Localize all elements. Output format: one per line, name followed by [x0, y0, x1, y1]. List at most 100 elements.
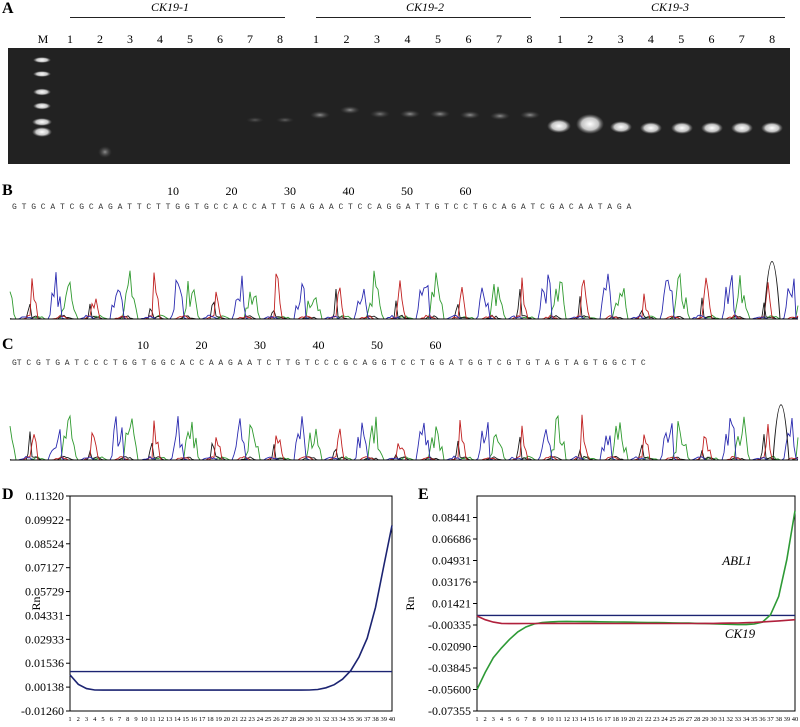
- x-tick-label: 22: [240, 716, 247, 723]
- x-tick-label: 19: [215, 716, 222, 723]
- y-tick-label: -0.03845: [428, 661, 471, 675]
- x-tick-label: 30: [306, 716, 313, 723]
- x-tick-label: 17: [604, 716, 611, 723]
- ruler-tick: 30: [284, 184, 296, 198]
- x-tick-label: 17: [199, 716, 206, 723]
- ruler-tick: 20: [196, 338, 208, 352]
- x-tick-label: 39: [380, 716, 387, 723]
- x-tick-label: 22: [645, 716, 652, 723]
- sequence-c: GT C G T G A T C C C T G G T G G C A C C…: [12, 359, 646, 368]
- lane-label: 4: [404, 32, 411, 46]
- x-tick-label: 35: [347, 716, 354, 723]
- x-tick-label: 6: [516, 716, 520, 723]
- y-axis-label: Rn: [403, 596, 417, 610]
- x-tick-label: 7: [524, 716, 528, 723]
- lane-label: 2: [97, 32, 103, 46]
- x-tick-label: 21: [637, 716, 644, 723]
- ruler-b: 10 20 30 40 50 60: [167, 184, 472, 198]
- ruler-tick: 40: [313, 338, 325, 352]
- series-line: [476, 510, 796, 690]
- x-tick-label: 35: [751, 716, 758, 723]
- group-line-ck19-1: [70, 17, 285, 18]
- series-line: [476, 615, 796, 625]
- x-tick-label: 32: [727, 716, 734, 723]
- group-line-ck19-2: [316, 17, 531, 18]
- x-tick-label: 8: [532, 716, 535, 723]
- x-tick-label: 15: [182, 716, 189, 723]
- lane-label: 3: [127, 32, 133, 46]
- x-tick-label: 15: [588, 716, 595, 723]
- x-tick-label: 14: [580, 716, 587, 723]
- x-tick-label: 40: [792, 716, 799, 723]
- x-tick-label: 38: [775, 716, 782, 723]
- x-tick-label: 31: [314, 716, 321, 723]
- lane-label: 1: [557, 32, 563, 46]
- x-tick-label: 28: [694, 716, 701, 723]
- x-tick-label: 34: [339, 716, 346, 723]
- x-tick-label: 23: [653, 716, 660, 723]
- x-tick-label: 13: [166, 716, 173, 723]
- x-tick-label: 25: [669, 716, 676, 723]
- bands-ck19-3: [547, 114, 783, 134]
- x-tick-label: 32: [323, 716, 330, 723]
- trace-line: [10, 414, 799, 461]
- x-tick-label: 11: [555, 716, 561, 723]
- x-tick-label: 38: [372, 716, 379, 723]
- panel-d-label: D: [2, 486, 14, 503]
- trace-line: [10, 416, 799, 461]
- ruler-tick: 60: [430, 338, 442, 352]
- ruler-tick: 10: [137, 338, 149, 352]
- x-tick-label: 29: [298, 716, 305, 723]
- panel-b-label: B: [2, 182, 13, 199]
- y-tick-label: 0.09922: [25, 513, 64, 527]
- lane-label: 4: [157, 32, 163, 46]
- lane-label: 5: [435, 32, 441, 46]
- ruler-tick: 50: [401, 184, 413, 198]
- y-tick-label: 0.08441: [432, 510, 471, 524]
- y-axis-label: Rn: [29, 596, 43, 610]
- peaks-b: [9, 261, 799, 320]
- x-tick-label: 36: [356, 716, 363, 723]
- x-tick-label: 30: [710, 716, 717, 723]
- x-tick-label: 7: [118, 716, 122, 723]
- x-tick-label: 34: [743, 716, 750, 723]
- x-tick-label: 10: [547, 716, 554, 723]
- x-tick-label: 13: [572, 716, 579, 723]
- lane-label: 6: [708, 32, 715, 46]
- x-tick-label: 16: [191, 716, 198, 723]
- series-line: [69, 525, 393, 691]
- x-tick-label: 5: [508, 716, 511, 723]
- group-line-ck19-3: [560, 17, 785, 18]
- trace-line: [10, 272, 799, 320]
- trace-line: [9, 288, 799, 320]
- marker-ladder: [32, 57, 52, 137]
- y-tick-label: 0.06686: [432, 532, 471, 546]
- x-tick-label: 33: [735, 716, 742, 723]
- x-tick-label: 21: [232, 716, 239, 723]
- x-tick-label: 1: [475, 716, 478, 723]
- ruler-tick: 40: [343, 184, 355, 198]
- x-tick-label: 27: [686, 716, 693, 723]
- lane-label: 5: [678, 32, 685, 46]
- x-tick-label: 11: [149, 716, 155, 723]
- x-tick-label: 26: [678, 716, 685, 723]
- y-tick-label: 0.03176: [432, 575, 471, 589]
- annotation-abl1: ABL1: [721, 553, 752, 568]
- x-tick-label: 20: [629, 716, 636, 723]
- bands-ck19-2: [310, 106, 540, 120]
- x-tick-label: 39: [784, 716, 791, 723]
- lane-label: 1: [67, 32, 73, 46]
- x-tick-label: 3: [85, 716, 88, 723]
- sequence-b: G T G C A T C G C A G A T T C T T G G T …: [12, 203, 632, 212]
- lane-label: 6: [217, 32, 223, 46]
- qpcr-chart-e: 0.08441 0.06686 0.04931 0.03176 0.01421 -0.00…: [403, 495, 799, 723]
- y-tick-label: -0.00335: [428, 618, 471, 632]
- ruler-tick: 60: [460, 184, 472, 198]
- bands-ck19-1: [98, 117, 294, 158]
- panel-c-label: C: [2, 336, 14, 353]
- lane-label: 4: [647, 32, 654, 46]
- x-tick-label: 16: [596, 716, 603, 723]
- x-tick-label: 20: [224, 716, 231, 723]
- x-tick-label: 36: [759, 716, 766, 723]
- x-tick-label: 1: [68, 716, 71, 723]
